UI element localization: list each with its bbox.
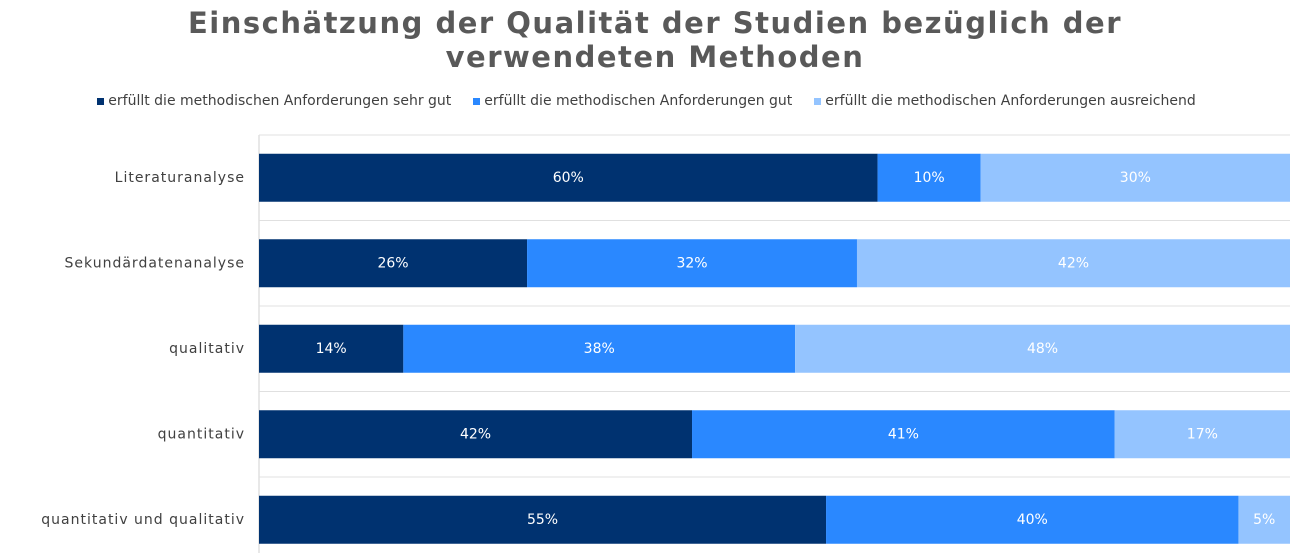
data-label: 26% — [377, 255, 408, 271]
data-label: 60% — [553, 170, 584, 186]
bar-segment — [259, 324, 404, 373]
legend-swatch — [473, 97, 481, 105]
data-label: 42% — [460, 426, 491, 442]
bar-segment — [259, 495, 827, 544]
bar-segment — [527, 239, 857, 288]
bar-segment — [259, 153, 878, 202]
y-tick-label: Sekundärdatenanalyse — [65, 255, 245, 271]
legend-label: erfüllt die methodischen Anforderungen s… — [108, 93, 452, 109]
legend-item: erfüllt die methodischen Anforderungen a… — [814, 93, 1196, 109]
bar-segment — [259, 239, 528, 288]
bar-segment — [795, 324, 1290, 373]
bar-segment — [403, 324, 796, 373]
data-label: 32% — [676, 255, 707, 271]
data-label: 5% — [1253, 512, 1275, 528]
data-label: 48% — [1027, 341, 1058, 357]
data-label: 55% — [527, 512, 558, 528]
data-label: 14% — [316, 341, 347, 357]
legend: erfüllt die methodischen Anforderungen s… — [0, 93, 1293, 109]
y-tick-label: Literaturanalyse — [115, 170, 245, 186]
y-tick-label: quantitativ und qualitativ — [41, 512, 245, 528]
data-label: 17% — [1187, 426, 1218, 442]
y-tick-label: quantitativ — [158, 426, 245, 442]
bar-segment — [692, 410, 1115, 459]
data-label: 41% — [888, 426, 919, 442]
data-label: 42% — [1058, 255, 1089, 271]
bar-segment — [980, 153, 1290, 202]
data-label: 30% — [1120, 170, 1151, 186]
bar-segment — [1238, 495, 1290, 544]
bar-segment — [856, 239, 1290, 288]
legend-label: erfüllt die methodischen Anforderungen a… — [825, 93, 1196, 109]
legend-label: erfüllt die methodischen Anforderungen g… — [484, 93, 793, 109]
bar-segment — [1114, 410, 1290, 459]
chart-title: Einschätzung der Qualität der Studien be… — [188, 6, 1122, 74]
legend-swatch — [814, 97, 822, 105]
legend-swatch — [97, 97, 105, 105]
data-label: 38% — [584, 341, 615, 357]
y-tick-label: qualitativ — [169, 341, 245, 357]
data-label: 40% — [1017, 512, 1048, 528]
bar-segment — [826, 495, 1239, 544]
legend-item: erfüllt die methodischen Anforderungen g… — [473, 93, 792, 109]
legend-item: erfüllt die methodischen Anforderungen s… — [97, 93, 451, 109]
bar-segment — [259, 410, 693, 459]
bar-segment — [877, 153, 981, 202]
data-label: 10% — [914, 170, 945, 186]
